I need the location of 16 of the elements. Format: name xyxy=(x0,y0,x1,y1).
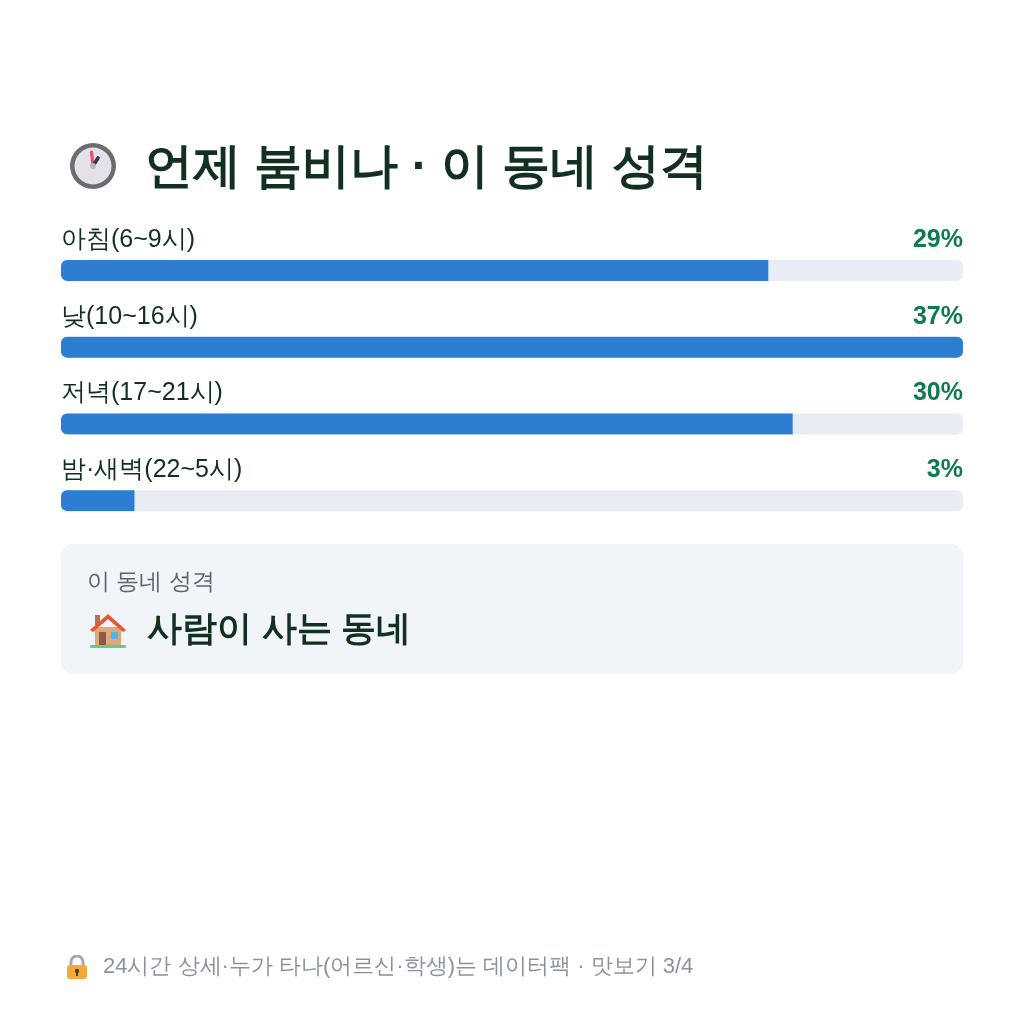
bar xyxy=(61,336,963,358)
y-tick-label: 밤·새벽(22~5시) xyxy=(61,454,243,483)
y-tick-label: 저녁(17~21시) xyxy=(61,377,223,406)
data-label: 37% xyxy=(912,300,963,329)
y-tick-label: 아침(6~9시) xyxy=(61,223,196,252)
chart-title: 언제 붐비나 · 이 동네 성격 xyxy=(145,138,708,194)
data-label: 29% xyxy=(912,223,963,252)
text: 사람이 사는 동네 xyxy=(147,607,412,649)
data-label: 3% xyxy=(926,454,963,483)
bar xyxy=(61,489,135,512)
text: 이 동네 성격 xyxy=(87,567,215,596)
bar xyxy=(61,413,793,435)
text: 24시간 상세·누가 타나(어르신·학생)는 데이터팩 · 맛보기 3/4 xyxy=(103,952,694,980)
bar xyxy=(61,259,769,282)
y-tick-label: 낮(10~16시) xyxy=(61,300,198,329)
data-label: 30% xyxy=(912,377,963,406)
